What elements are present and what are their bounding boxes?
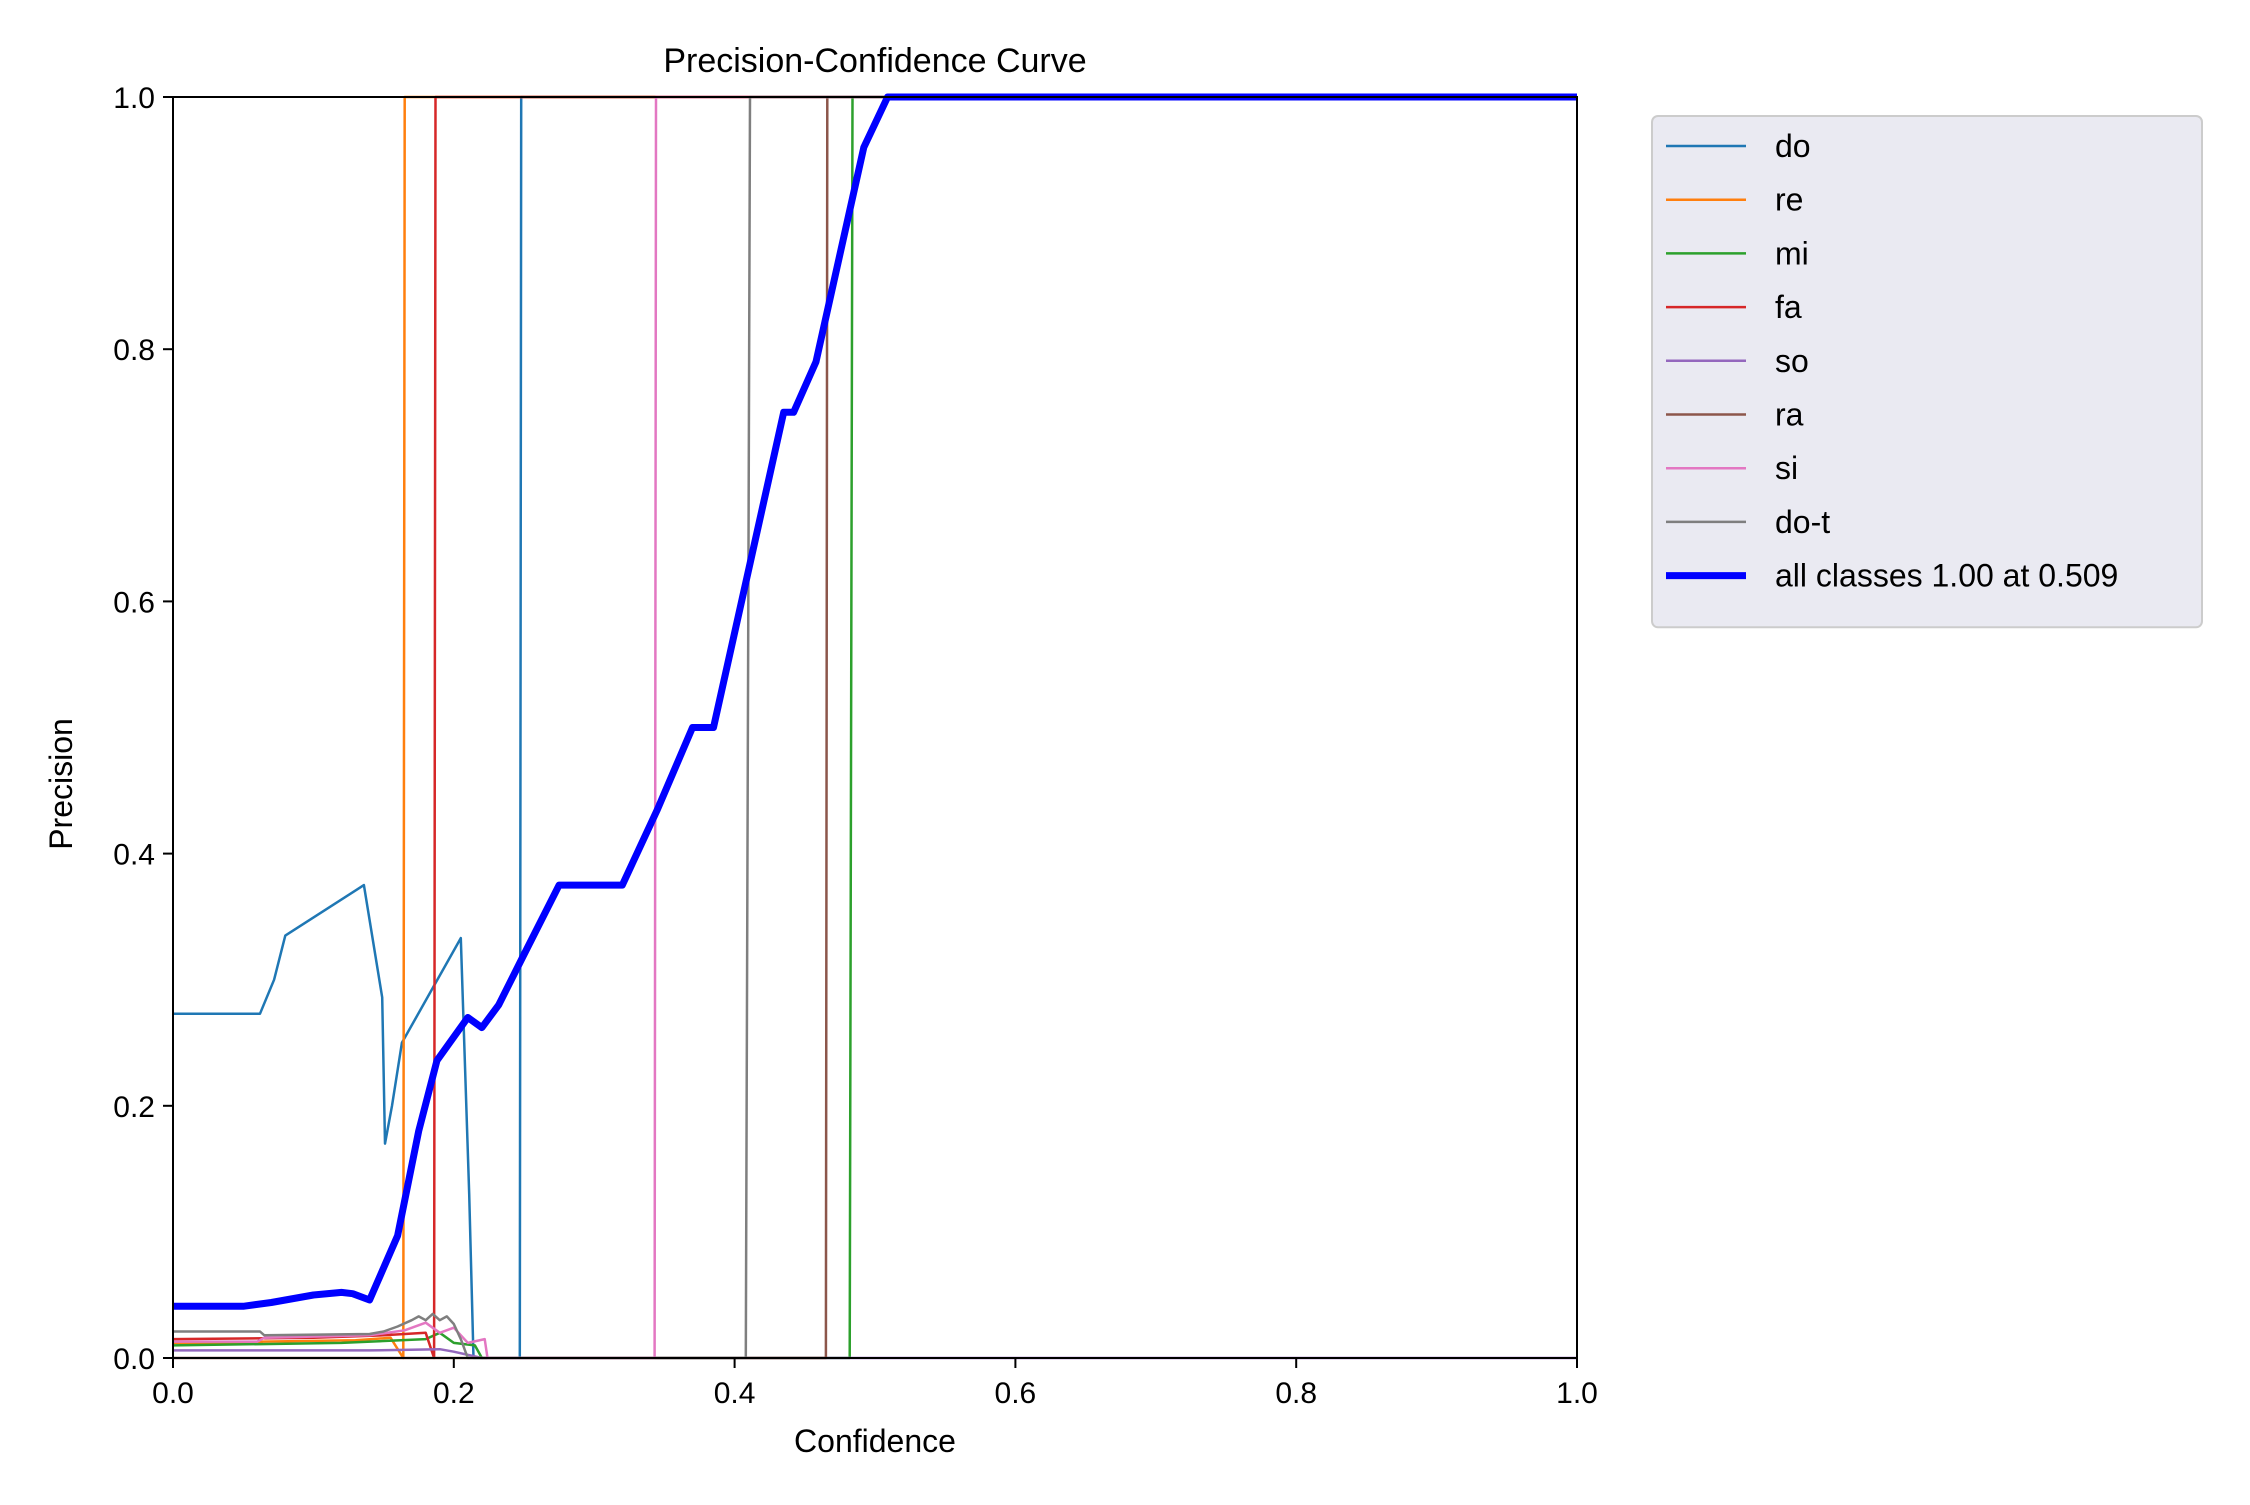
series-line-do xyxy=(173,95,1577,1360)
x-tick-label: 0.2 xyxy=(433,1377,475,1410)
legend-label: all classes 1.00 at 0.509 xyxy=(1775,558,2118,594)
x-tick-label: 0.8 xyxy=(1275,1377,1317,1410)
y-tick-label: 0.6 xyxy=(113,586,155,619)
plot-frame xyxy=(172,96,1578,1359)
series-line-fa xyxy=(173,95,1577,1360)
legend-label: ra xyxy=(1775,397,1804,433)
series-line-ra xyxy=(173,95,1577,1360)
legend-label: mi xyxy=(1775,235,1809,271)
series-line-so xyxy=(173,1347,1577,1360)
legend: do re mi fa so ra si do-t all classes 1.00 at 0.… xyxy=(1651,115,2203,629)
x-tick-label: 0.4 xyxy=(714,1377,756,1410)
series-line-mi xyxy=(173,95,1577,1360)
series-line-re xyxy=(173,95,1577,1360)
y-axis-ticks: 0.0 0.2 0.4 0.6 0.8 1.0 xyxy=(113,82,173,1376)
series-line-do-t xyxy=(173,95,1577,1360)
y-axis-label: Precision xyxy=(43,718,79,850)
y-tick-label: 1.0 xyxy=(113,82,155,115)
plot-area xyxy=(173,93,1577,1360)
chart-title: Precision-Confidence Curve xyxy=(663,42,1086,80)
x-tick-label: 0.0 xyxy=(152,1377,194,1410)
legend-label: do xyxy=(1775,128,1811,164)
series-line-all-classes-1-00-at-0-509 xyxy=(173,93,1577,1310)
legend-label: do-t xyxy=(1775,504,1830,540)
legend-label: fa xyxy=(1775,289,1802,325)
x-tick-label: 1.0 xyxy=(1556,1377,1598,1410)
y-tick-label: 0.0 xyxy=(113,1343,155,1376)
series-line-si xyxy=(173,95,1577,1360)
x-tick-label: 0.6 xyxy=(995,1377,1037,1410)
y-tick-label: 0.4 xyxy=(113,839,155,872)
legend-label: re xyxy=(1775,182,1803,218)
legend-box xyxy=(1651,115,2203,629)
y-tick-label: 0.2 xyxy=(113,1091,155,1124)
y-tick-label: 0.8 xyxy=(113,334,155,367)
legend-label: so xyxy=(1775,343,1809,379)
x-axis-label: Confidence xyxy=(794,1423,956,1459)
legend-label: si xyxy=(1775,450,1798,486)
x-axis-ticks: 0.0 0.2 0.4 0.6 0.8 1.0 xyxy=(152,1358,1598,1410)
